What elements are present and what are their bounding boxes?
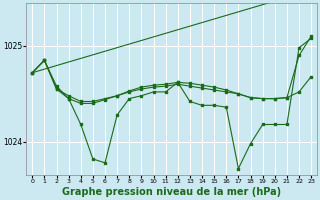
X-axis label: Graphe pression niveau de la mer (hPa): Graphe pression niveau de la mer (hPa) [62,187,281,197]
